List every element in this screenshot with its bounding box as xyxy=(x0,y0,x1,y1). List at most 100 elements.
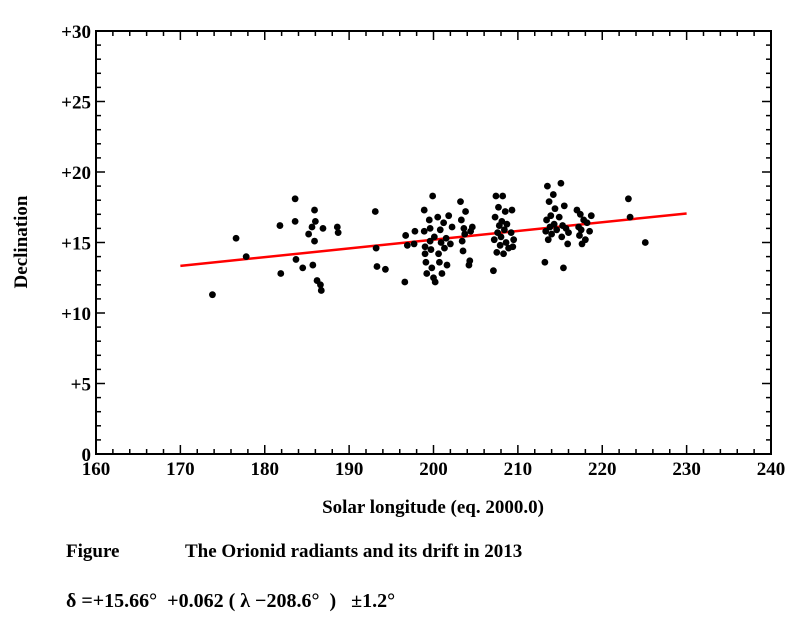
data-point xyxy=(438,270,446,277)
data-point xyxy=(428,264,436,272)
data-point xyxy=(373,263,381,270)
data-point xyxy=(382,265,389,273)
data-point xyxy=(430,233,438,241)
data-points xyxy=(209,179,649,299)
data-point xyxy=(626,213,634,221)
data-point xyxy=(276,222,284,229)
data-point xyxy=(448,223,456,231)
y-axis-title: Declination xyxy=(11,195,32,288)
y-tick-label: +30 xyxy=(61,22,91,43)
data-point xyxy=(508,206,516,214)
data-point xyxy=(277,270,285,277)
data-point xyxy=(460,225,468,232)
y-tick-label: +25 xyxy=(61,93,91,114)
y-tick-label: +5 xyxy=(71,375,91,396)
tick-labels: 160 170 180 190 200 210 220 230 240 0 +5 +10 +15 +20 +… xyxy=(61,22,785,480)
drift-formula: δ =+15.66° +0.062 ( λ −208.6° ) ±1.2° xyxy=(66,590,396,612)
data-point xyxy=(422,258,430,266)
data-point xyxy=(583,219,591,227)
data-point xyxy=(459,247,467,255)
data-point xyxy=(576,210,584,218)
data-point xyxy=(429,192,437,200)
data-point xyxy=(308,223,316,231)
data-point xyxy=(305,230,313,238)
x-tick-label: 170 xyxy=(166,459,195,480)
data-point xyxy=(401,278,409,286)
data-point xyxy=(423,270,431,277)
data-point xyxy=(458,237,466,245)
data-point xyxy=(625,195,632,203)
data-point xyxy=(553,226,561,234)
data-point xyxy=(420,227,428,235)
data-point xyxy=(425,216,433,224)
data-point xyxy=(551,205,559,213)
x-tick-label: 240 xyxy=(757,459,786,480)
data-point xyxy=(292,256,300,263)
x-tick-label: 180 xyxy=(251,459,280,480)
data-point xyxy=(576,232,583,239)
data-point xyxy=(299,264,307,272)
data-point xyxy=(420,206,428,214)
data-point xyxy=(311,217,319,225)
data-point xyxy=(311,237,318,245)
data-point xyxy=(547,212,555,220)
data-point xyxy=(440,219,448,227)
x-tick-label: 160 xyxy=(82,459,111,480)
data-point xyxy=(558,233,566,241)
data-point xyxy=(544,236,552,244)
x-tick-label: 230 xyxy=(672,459,701,480)
data-point xyxy=(557,179,565,187)
y-tick-label: +10 xyxy=(61,304,91,325)
data-point xyxy=(441,244,448,252)
x-tick-label: 210 xyxy=(504,459,533,480)
data-point xyxy=(421,250,429,258)
data-point xyxy=(437,239,445,246)
data-point xyxy=(542,227,550,235)
data-point xyxy=(431,278,439,286)
data-point xyxy=(541,258,549,266)
data-point xyxy=(402,232,410,239)
data-point xyxy=(500,250,507,258)
data-point xyxy=(490,267,497,275)
x-axis-title: Solar longitude (eq. 2000.0) xyxy=(322,497,544,518)
data-point xyxy=(334,229,342,237)
y-tick-label: 0 xyxy=(82,445,92,466)
data-point xyxy=(587,212,595,220)
data-point xyxy=(499,192,507,200)
data-point xyxy=(560,202,568,210)
data-point xyxy=(502,239,510,246)
figure-label: Figure xyxy=(66,541,120,562)
axis-ticks xyxy=(95,30,772,455)
data-point xyxy=(509,243,517,251)
x-tick-label: 200 xyxy=(419,459,448,480)
data-point xyxy=(548,230,556,238)
data-point xyxy=(442,234,450,242)
y-tick-label: +15 xyxy=(61,234,91,255)
data-point xyxy=(586,227,593,235)
data-point xyxy=(503,220,511,228)
data-point xyxy=(545,198,553,206)
data-point xyxy=(549,191,557,198)
data-point xyxy=(495,203,502,211)
data-point xyxy=(333,223,341,231)
data-point xyxy=(510,236,518,244)
data-point xyxy=(462,208,469,215)
data-point xyxy=(491,213,499,221)
data-point xyxy=(319,225,327,232)
x-tick-label: 220 xyxy=(588,459,617,480)
data-point xyxy=(490,236,498,244)
data-point xyxy=(309,261,317,269)
data-point xyxy=(496,241,504,249)
data-point xyxy=(466,257,474,265)
figure-title: The Orionid radiants and its drift in 20… xyxy=(185,541,523,562)
data-point xyxy=(232,234,240,242)
data-point xyxy=(500,226,508,234)
data-point xyxy=(291,195,299,203)
data-point xyxy=(565,229,572,237)
data-point xyxy=(492,192,500,200)
data-point xyxy=(311,206,318,214)
data-point xyxy=(461,230,469,238)
data-point xyxy=(443,261,451,269)
data-point xyxy=(209,291,216,299)
data-point xyxy=(291,217,299,225)
